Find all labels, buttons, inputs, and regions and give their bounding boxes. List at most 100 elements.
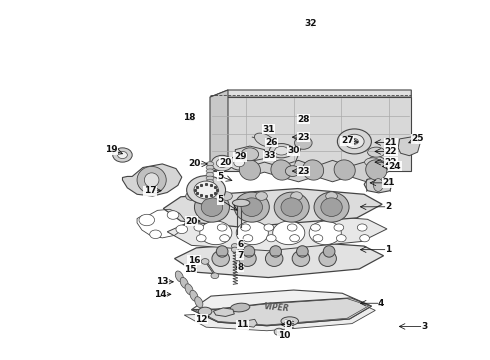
Polygon shape [240, 160, 379, 182]
Polygon shape [210, 90, 228, 171]
Ellipse shape [212, 156, 233, 171]
Ellipse shape [334, 160, 355, 180]
Text: 13: 13 [156, 277, 169, 286]
Polygon shape [167, 213, 387, 251]
Text: 20: 20 [185, 217, 197, 226]
Text: 11: 11 [236, 320, 249, 329]
Ellipse shape [145, 173, 159, 187]
Ellipse shape [231, 247, 238, 252]
Text: 16: 16 [188, 256, 200, 265]
Ellipse shape [368, 147, 385, 157]
Ellipse shape [206, 169, 214, 173]
Text: 14: 14 [153, 290, 166, 299]
Ellipse shape [236, 154, 252, 165]
Ellipse shape [368, 157, 385, 166]
Ellipse shape [230, 303, 250, 312]
Ellipse shape [319, 251, 337, 266]
Ellipse shape [239, 251, 256, 266]
Text: VIPER: VIPER [264, 302, 290, 313]
Ellipse shape [273, 221, 305, 245]
Text: 27: 27 [341, 136, 353, 145]
Ellipse shape [309, 221, 341, 245]
Polygon shape [400, 139, 415, 151]
Ellipse shape [271, 160, 292, 180]
Ellipse shape [326, 192, 338, 201]
Ellipse shape [291, 192, 302, 201]
Ellipse shape [290, 235, 299, 242]
Ellipse shape [217, 224, 227, 231]
Ellipse shape [337, 235, 346, 242]
Ellipse shape [241, 198, 263, 216]
Ellipse shape [241, 224, 250, 231]
Ellipse shape [211, 273, 219, 279]
Ellipse shape [241, 148, 259, 161]
Ellipse shape [187, 176, 225, 204]
Ellipse shape [285, 166, 300, 176]
Ellipse shape [137, 166, 166, 194]
Ellipse shape [267, 235, 276, 242]
Ellipse shape [360, 235, 369, 242]
Ellipse shape [274, 192, 309, 222]
Text: 23: 23 [297, 132, 310, 141]
Ellipse shape [198, 307, 212, 316]
Ellipse shape [139, 214, 154, 226]
Ellipse shape [239, 160, 261, 180]
Polygon shape [214, 308, 234, 316]
Ellipse shape [302, 160, 324, 180]
Polygon shape [398, 136, 420, 156]
Text: 17: 17 [144, 186, 156, 195]
Ellipse shape [190, 290, 198, 301]
Text: 25: 25 [412, 134, 424, 143]
Text: 18: 18 [183, 113, 196, 122]
Text: 22: 22 [385, 158, 397, 167]
Text: 23: 23 [297, 167, 310, 176]
Polygon shape [122, 164, 182, 196]
Text: 10: 10 [278, 331, 290, 340]
Text: 24: 24 [389, 162, 401, 171]
Ellipse shape [167, 211, 179, 219]
Text: 33: 33 [263, 151, 275, 160]
Text: 19: 19 [105, 145, 118, 154]
Ellipse shape [281, 198, 302, 216]
Ellipse shape [266, 251, 283, 266]
Text: 12: 12 [195, 315, 207, 324]
Ellipse shape [194, 224, 204, 231]
Text: 15: 15 [184, 265, 197, 274]
Ellipse shape [287, 224, 297, 231]
Ellipse shape [274, 328, 284, 336]
Ellipse shape [176, 225, 188, 234]
Ellipse shape [270, 144, 294, 158]
Ellipse shape [372, 160, 391, 173]
Ellipse shape [234, 192, 270, 222]
Ellipse shape [216, 246, 228, 257]
Ellipse shape [206, 176, 214, 180]
Ellipse shape [206, 180, 214, 184]
Ellipse shape [334, 224, 343, 231]
Ellipse shape [185, 284, 193, 295]
Ellipse shape [175, 271, 183, 282]
Ellipse shape [243, 235, 253, 242]
Ellipse shape [321, 198, 342, 216]
Polygon shape [210, 90, 411, 97]
Text: 21: 21 [382, 178, 394, 187]
Text: 26: 26 [266, 138, 278, 147]
Ellipse shape [243, 246, 255, 257]
Text: 32: 32 [304, 19, 317, 28]
Ellipse shape [292, 251, 310, 266]
Polygon shape [364, 177, 392, 193]
Text: 20: 20 [188, 159, 200, 168]
Ellipse shape [212, 251, 229, 266]
Text: 2: 2 [385, 202, 392, 211]
Polygon shape [174, 241, 384, 278]
Ellipse shape [216, 159, 228, 167]
Text: 1: 1 [385, 245, 392, 254]
Polygon shape [235, 146, 265, 161]
Ellipse shape [313, 235, 323, 242]
Text: 4: 4 [378, 299, 384, 308]
Text: 9: 9 [286, 320, 292, 329]
Text: 6: 6 [237, 240, 243, 249]
Ellipse shape [323, 246, 335, 257]
Ellipse shape [344, 134, 364, 149]
Ellipse shape [206, 183, 214, 188]
Ellipse shape [118, 152, 127, 158]
